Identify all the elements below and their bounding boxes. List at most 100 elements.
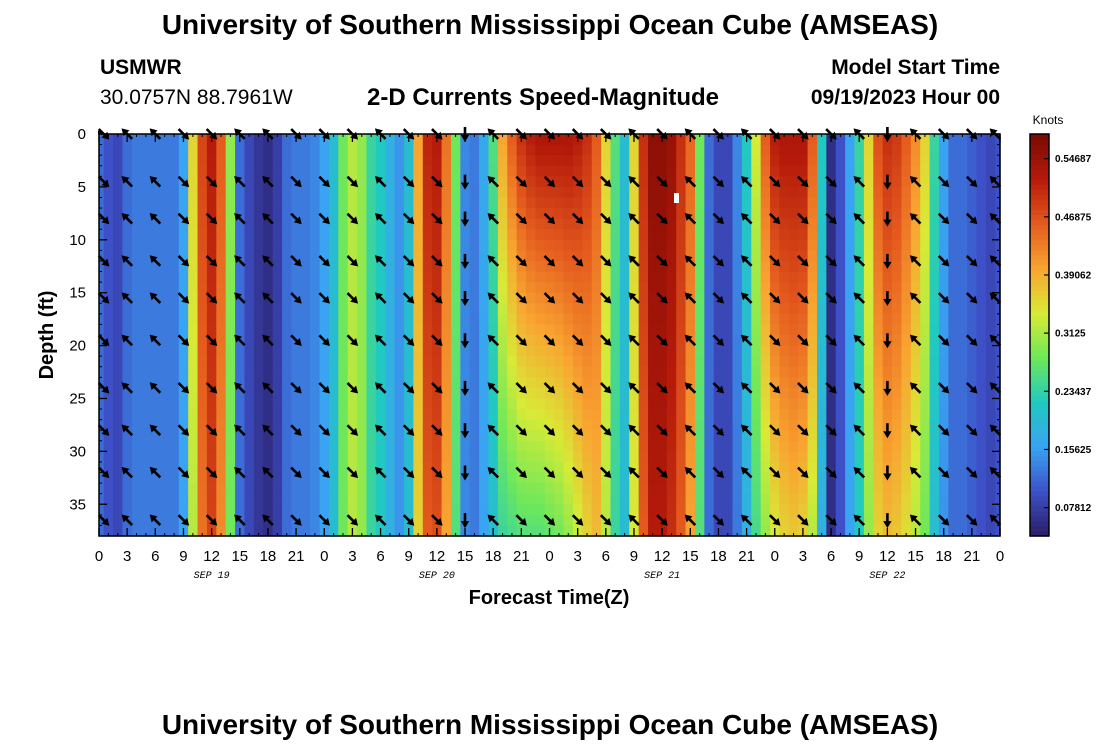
heatmap-cell [366,260,377,273]
heatmap-cell [141,398,152,410]
heatmap-cell [338,356,349,368]
current-arrow [909,175,922,188]
heatmap-cell [760,239,771,251]
heatmap-cell [150,155,161,167]
heatmap-cell [216,398,227,410]
heatmap-cell [404,260,415,273]
heatmap-cell [526,239,537,251]
heatmap-cell [244,239,255,251]
heatmap-cell [873,483,884,495]
heatmap-cell [263,155,274,167]
heatmap-cell [882,165,893,177]
heatmap-cell [535,419,546,431]
heatmap-cell [253,366,264,378]
heatmap-cell [272,345,283,357]
heatmap-cell [619,430,630,442]
heatmap-cell [770,483,781,495]
heatmap-cell [976,144,987,156]
heatmap-cell [685,483,696,495]
heatmap-cell [366,324,377,336]
heatmap-cell [779,155,790,167]
heatmap-cell [948,186,959,199]
heatmap-cell [450,186,461,199]
heatmap-cell [497,345,508,357]
heatmap-cell [863,525,874,537]
heatmap-cell [976,218,987,230]
heatmap-cell [920,313,931,326]
heatmap-cell [854,419,865,431]
heatmap-cell [938,387,949,400]
heatmap-cell [976,440,987,452]
heatmap-cell [554,430,565,442]
current-arrow [628,466,640,479]
heatmap-cell [826,186,837,199]
heatmap-cell [99,271,105,283]
heatmap-cell [253,398,264,410]
heatmap-cell [976,398,987,410]
current-arrow [989,175,1002,188]
heatmap-cell [413,440,424,452]
heatmap-cell [676,176,687,188]
heatmap-cell [188,409,199,421]
heatmap-cell [404,419,415,431]
heatmap-cell [310,440,321,452]
heatmap-cell [319,377,330,389]
heatmap-cell [516,461,527,474]
current-arrow [290,212,302,225]
heatmap-cell [113,155,124,167]
heatmap-cell [460,229,471,241]
heatmap-cell [788,366,799,378]
heatmap-cell [160,176,170,188]
heatmap-cell [976,176,987,188]
heatmap-cell [122,440,133,452]
heatmap-cell [206,260,217,273]
heatmap-cell [554,335,565,347]
heatmap-cell [282,472,293,484]
heatmap-cell [282,451,293,463]
heatmap-cell [375,504,386,516]
current-arrow [543,292,556,304]
x-tick-label: 21 [288,548,305,565]
heatmap-cell [629,430,640,442]
heatmap-cell [770,419,781,431]
current-arrow [460,423,470,439]
heatmap-cell [497,461,508,474]
heatmap-cell [319,472,330,484]
heatmap-cell [929,345,940,357]
heatmap-cell [563,144,574,156]
heatmap-cell [160,356,170,368]
colorbar-segment [1030,319,1049,326]
heatmap-cell [507,208,518,220]
heatmap-cell [741,451,752,463]
heatmap-cell [582,176,593,188]
heatmap-cell [357,493,368,505]
current-vectors [97,127,1002,529]
heatmap-cell [460,493,471,505]
heatmap-cell [516,345,527,357]
heatmap-cell [460,165,471,177]
heatmap-cell [582,218,593,230]
heatmap-cell [638,144,649,156]
heatmap-cell [113,472,124,484]
heatmap-cell [816,271,827,283]
heatmap-cell [357,250,368,262]
heatmap-cell [300,514,311,527]
heatmap-cell [629,504,640,516]
heatmap-cell [957,335,968,347]
heatmap-cell [591,324,602,336]
heatmap-cell [957,134,968,146]
heatmap-cell [920,398,931,410]
heatmap-cell [957,387,968,400]
heatmap-cell [319,250,330,262]
heatmap-cell [282,197,293,209]
heatmap-cell [563,303,574,315]
heatmap-cell [892,282,903,294]
heatmap-cell [263,250,274,262]
heatmap-cell [629,324,640,336]
missing-data-marker [674,193,679,203]
heatmap-cell [854,313,865,326]
heatmap-cell [807,483,818,495]
heatmap-cell [741,324,752,336]
heatmap-cell [723,250,734,262]
heatmap-cell [422,398,433,410]
